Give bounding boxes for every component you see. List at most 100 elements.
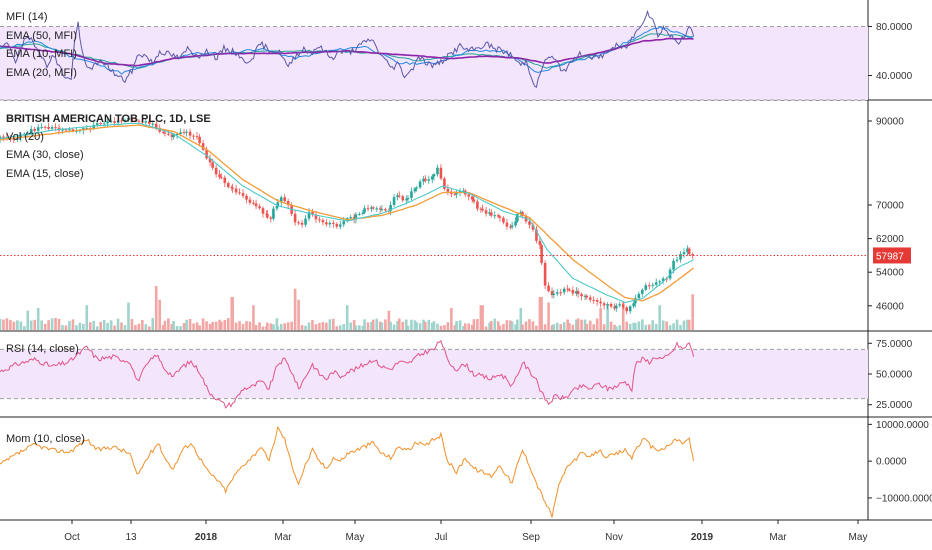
volume-bar	[550, 325, 554, 330]
candle-body	[519, 212, 523, 214]
candle-body	[609, 304, 613, 307]
volume-bar	[335, 326, 339, 330]
volume-bar	[614, 326, 618, 330]
candle-body	[625, 307, 628, 312]
volume-bar	[23, 326, 26, 330]
candle-body	[205, 149, 208, 159]
candle-body	[238, 192, 241, 194]
candle-body	[375, 208, 379, 210]
candle-body	[269, 217, 273, 219]
volume-bar	[453, 325, 457, 330]
mom-series	[0, 425, 694, 518]
volume-bar	[161, 325, 165, 330]
candle-body	[422, 178, 425, 182]
volume-bar	[481, 305, 484, 330]
candle-body	[161, 131, 165, 133]
candle-body	[318, 219, 321, 221]
chart-title: BRITISH AMERICAN TOB PLC, 1D, LSE	[6, 113, 211, 125]
volume-bar	[552, 324, 556, 330]
volume-bar	[514, 324, 517, 330]
last-price-label: 57987	[876, 251, 904, 262]
ema30-line	[0, 124, 694, 302]
tick-label: 0.0000	[876, 457, 907, 468]
volume-bar	[211, 321, 214, 330]
candle-body	[218, 174, 221, 178]
candle-body	[562, 288, 566, 293]
candle-body	[462, 190, 465, 192]
candle-body	[628, 306, 632, 312]
x-tick-label: Mar	[769, 532, 787, 543]
candle-body	[163, 132, 167, 134]
candle-body	[195, 136, 199, 138]
candle-body	[234, 188, 238, 193]
volume-bar	[286, 322, 290, 330]
candle-body	[266, 214, 269, 218]
volume-bar	[384, 319, 387, 330]
volume-bar	[266, 322, 269, 330]
candle-body	[651, 284, 655, 286]
candle-body	[637, 293, 641, 299]
candle-body	[26, 132, 30, 134]
candle-body	[509, 226, 512, 228]
candle-body	[401, 196, 405, 201]
candle-body	[151, 123, 155, 125]
volume-bar	[654, 323, 658, 330]
volume-bar	[446, 322, 450, 330]
candle-body	[547, 285, 550, 292]
x-axis: Oct 13 2018 Mar May Jul Sep Nov 2019 Mar May	[64, 520, 867, 543]
volume-bar	[349, 322, 352, 330]
volume-bar	[555, 322, 559, 330]
volume-bar	[675, 319, 679, 330]
rsi-band-fill	[0, 349, 868, 399]
x-tick-label: 2018	[195, 532, 218, 543]
volume-bar	[410, 319, 413, 330]
volume-bar	[439, 325, 443, 330]
volume-bar	[75, 325, 78, 330]
volume-bar	[484, 326, 488, 330]
volume-bar	[479, 305, 483, 330]
candle-body	[613, 306, 616, 309]
volume-bar	[345, 305, 349, 330]
volume-bar	[380, 322, 384, 330]
volume-bar	[234, 322, 238, 330]
candle-body	[538, 240, 542, 246]
candle-body	[211, 162, 214, 168]
volume-bar	[488, 322, 491, 330]
candle-body	[279, 197, 283, 203]
candle-body	[275, 206, 279, 209]
tick-label: 54000	[876, 268, 904, 279]
candle-body	[658, 281, 661, 283]
x-tick-label: 13	[125, 532, 137, 543]
volume-bar	[50, 318, 54, 330]
candle-body	[406, 197, 410, 200]
candle-body	[71, 129, 75, 132]
volume-bar	[88, 322, 92, 330]
candle-body	[665, 278, 668, 280]
candle-body	[458, 190, 462, 193]
volume-bar	[516, 319, 519, 330]
volume-bar	[658, 305, 661, 330]
candle-body	[109, 121, 113, 123]
candle-body	[201, 143, 205, 150]
volume-bar	[576, 318, 580, 330]
volume-bar	[509, 320, 512, 330]
legend-mfi-ema50: EMA (50, MFI)	[6, 30, 77, 42]
candle-body	[226, 183, 230, 188]
legend-ema15: EMA (15, close)	[6, 168, 84, 180]
candle-body	[175, 134, 179, 136]
volume-bar	[378, 321, 382, 330]
candle-body	[167, 133, 170, 135]
volume-bar	[33, 319, 37, 330]
candle-body	[29, 128, 33, 133]
volume-bar	[36, 308, 40, 330]
mfi-legend: MFI (14) EMA (50, MFI) EMA (10, MFI) EMA…	[6, 11, 77, 79]
candle-body	[516, 213, 519, 222]
candle-body	[505, 222, 509, 227]
candle-body	[231, 187, 234, 189]
candle-body	[595, 300, 599, 302]
volume-bar	[241, 323, 245, 330]
mom-line	[0, 425, 694, 518]
x-tick-label: Oct	[64, 532, 80, 543]
volume-bar	[47, 320, 50, 330]
volume-bar	[389, 321, 392, 330]
